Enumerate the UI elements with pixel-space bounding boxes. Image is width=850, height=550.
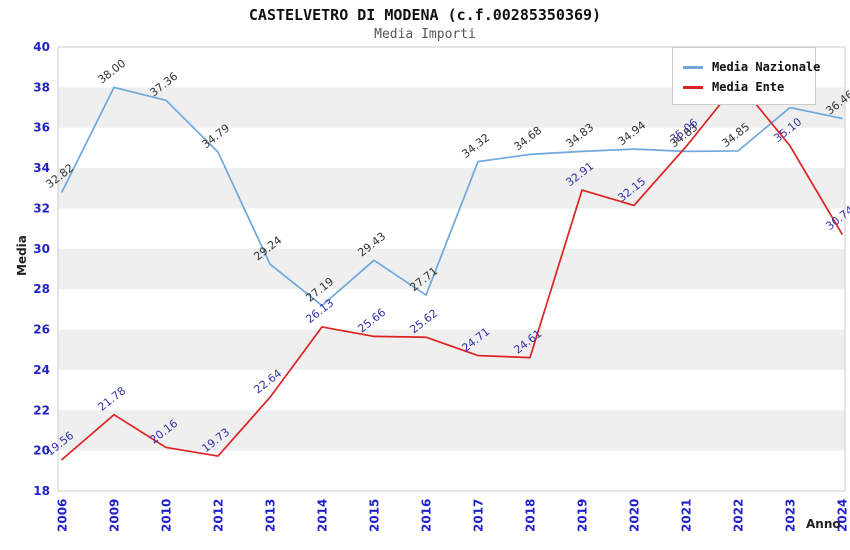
y-tick-label: 24 [33,363,50,377]
grid-band [58,329,845,370]
x-tick-label: 2014 [316,499,330,532]
data-label: 34.32 [459,131,492,161]
y-axis-title: Media [15,235,29,276]
x-tick-label: 2017 [472,499,486,532]
y-tick-label: 18 [33,484,50,498]
grid-band [58,168,845,209]
x-tick-label: 2016 [420,499,434,532]
x-axis-title: Anno [806,517,841,531]
x-tick-label: 2023 [784,499,798,532]
y-tick-label: 34 [33,161,50,175]
plot-frame [57,46,846,492]
legend-swatch-icon [683,65,703,69]
y-tick-label: 28 [33,282,50,296]
series-line-media-ente [61,81,843,461]
legend-item-media-nazionale[interactable]: Media Nazionale [683,60,820,74]
x-tick-label: 2012 [212,499,226,532]
legend-swatch-icon [683,85,703,89]
x-tick-label: 2013 [264,499,278,532]
grid-band [58,410,845,451]
x-tick-label: 2022 [732,499,746,532]
x-tick-label: 2009 [108,499,122,532]
chart-title: CASTELVETRO DI MODENA (c.f.00285350369) [248,6,602,24]
y-tick-label: 32 [33,201,50,215]
legend-label: Media Nazionale [712,60,821,74]
grid-band [58,248,845,290]
y-tick-label: 30 [33,242,50,256]
y-tick-label: 40 [33,40,50,54]
legend: Media Nazionale Media Ente [672,47,820,105]
x-tick-label: 2024 [836,499,850,532]
y-tick-label: 20 [33,444,50,458]
x-tick-label: 2019 [576,499,590,532]
series-line-media-nazionale [61,86,843,307]
y-tick-label: 26 [33,323,50,337]
y-tick-label: 36 [33,121,50,135]
y-tick-label: 38 [33,80,50,94]
data-label: 21.78 [95,384,128,414]
chart-subtitle: Media Importi [374,27,476,42]
data-label: 34.68 [511,124,544,154]
y-tick-label: 22 [33,403,50,417]
data-label: 38.00 [95,57,128,87]
data-label: 22.64 [251,367,284,397]
x-tick-label: 2006 [56,499,70,532]
x-tick-label: 2018 [524,499,538,532]
legend-label: Media Ente [712,80,785,94]
x-tick-label: 2021 [680,499,694,532]
x-tick-label: 2010 [160,499,174,532]
legend-item-media-ente[interactable]: Media Ente [683,80,807,94]
x-tick-label: 2020 [628,499,642,532]
x-tick-label: 2015 [368,499,382,532]
